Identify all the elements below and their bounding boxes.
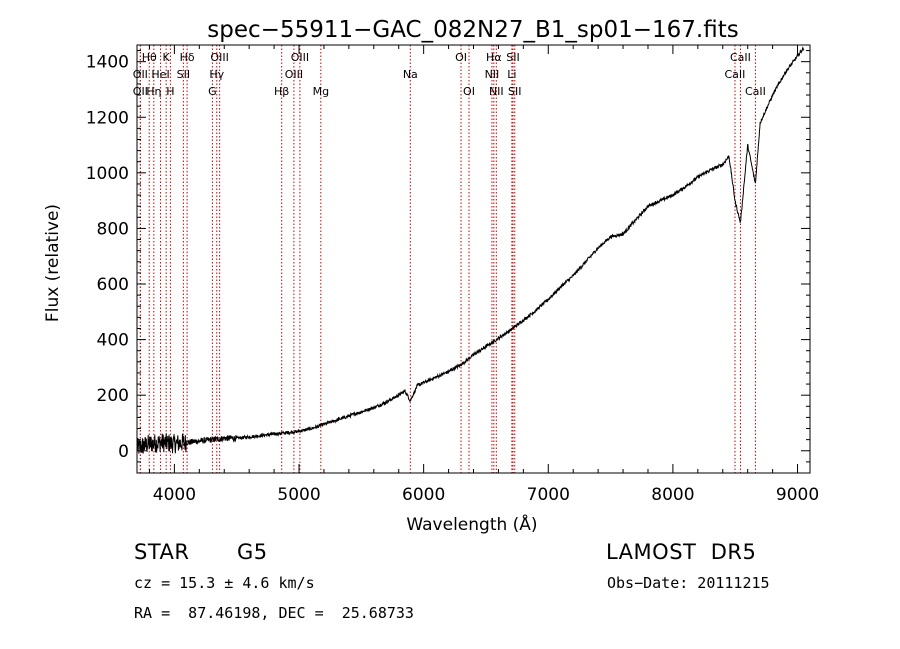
x-tick-label: 5000 (277, 485, 320, 505)
y-axis-label: Flux (relative) (43, 204, 63, 322)
marker-label: OIII (291, 51, 309, 64)
chart-title: spec−55911−GAC_082N27_B1_sp01−167.fits (207, 17, 738, 43)
marker-label: CaII (745, 85, 766, 98)
x-tick-label: 6000 (402, 485, 445, 505)
marker-label: SII (506, 51, 519, 64)
obs-date: Obs−Date: 20111215 (607, 574, 770, 592)
marker-label: Hγ (209, 68, 224, 81)
marker-label: G (208, 85, 217, 98)
marker-label: SII (177, 68, 190, 81)
plot-axes: 4000 5000 6000 7000 8000 9000 0 200 400 600 800 100… (86, 44, 819, 505)
marker-label: Hδ (180, 51, 195, 64)
marker-label: Li (507, 68, 516, 81)
marker-label: CaII (730, 51, 751, 64)
y-tick-label: 200 (97, 386, 129, 406)
marker-label: OII (133, 85, 148, 98)
marker-label: H (166, 85, 174, 98)
marker-label: Hβ (274, 85, 289, 98)
marker-label: OII (133, 68, 148, 81)
marker-label: CaII (725, 68, 746, 81)
marker-label: HeI (151, 68, 169, 81)
survey-name: LAMOST DR5 (606, 540, 757, 564)
y-tick-label: 800 (97, 219, 129, 239)
x-tick-label: 4000 (153, 485, 196, 505)
marker-label: Hθ (142, 51, 157, 64)
marker-label: OI (455, 51, 467, 64)
y-tick-label: 1200 (86, 108, 129, 128)
x-tick-label: 7000 (527, 485, 570, 505)
spectrum-line (137, 46, 805, 454)
object-class: STAR (134, 540, 190, 564)
object-subclass: G5 (237, 540, 268, 564)
spectrum-series (137, 46, 805, 454)
marker-label: OIII (210, 51, 228, 64)
marker-label: Na (403, 68, 418, 81)
marker-label: NII (485, 68, 500, 81)
x-tick-label: 8000 (651, 485, 694, 505)
x-tick-label: 9000 (776, 485, 819, 505)
marker-label: SII (508, 85, 521, 98)
y-tick-label: 0 (118, 442, 129, 462)
marker-label: OI (463, 85, 475, 98)
marker-label: OIII (285, 68, 303, 81)
y-tick-label: 1000 (86, 164, 129, 184)
coordinates: RA = 87.46198, DEC = 25.68733 (134, 604, 414, 622)
marker-label: NII (489, 85, 504, 98)
plot-frame (136, 44, 811, 474)
marker-label: Hη (146, 85, 161, 98)
marker-label: Mg (313, 85, 329, 98)
y-tick-label: 1400 (86, 53, 129, 73)
y-tick-label: 400 (97, 331, 129, 351)
line-markers (139, 45, 756, 473)
marker-label: K (163, 51, 171, 64)
marker-label: Hα (486, 51, 502, 64)
x-axis-label: Wavelength (Å) (406, 513, 537, 535)
y-tick-label: 600 (97, 275, 129, 295)
redshift-cz: cz = 15.3 ± 4.6 km/s (134, 574, 315, 592)
